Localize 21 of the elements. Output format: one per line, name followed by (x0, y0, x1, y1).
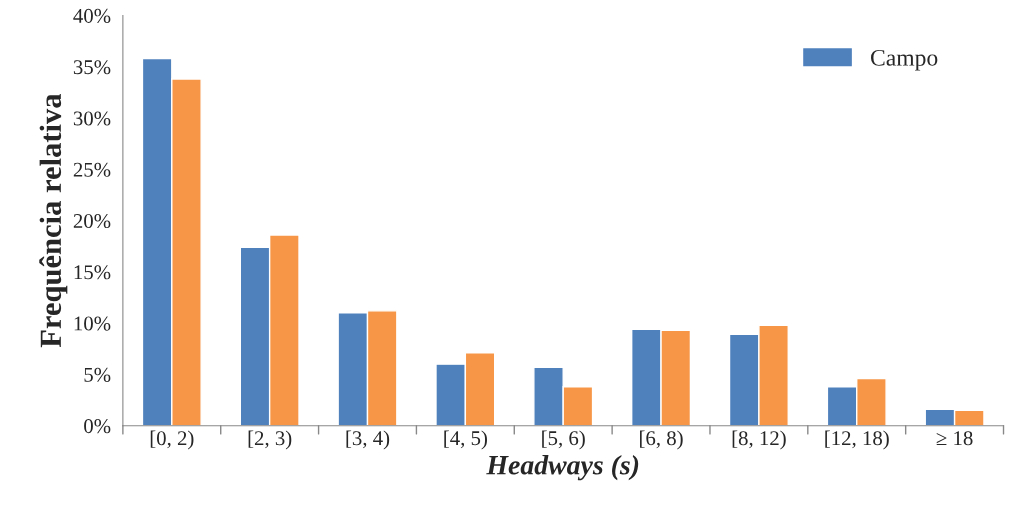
x-tick-label: [12, 18) (825, 430, 889, 450)
legend-label: Campo (871, 49, 938, 71)
y-tick-label: 40% (73, 8, 111, 23)
x-tick-label: ≥ 18 (936, 431, 973, 446)
y-tick-label: 20% (73, 213, 111, 229)
x-tick-label: [5, 6) (542, 430, 585, 450)
x-tick-label: [8, 12) (732, 430, 786, 450)
x-tick-label: [6, 8) (640, 430, 683, 450)
y-tick-label: 10% (74, 316, 111, 331)
y-axis-title: Frequência relativa (39, 93, 68, 348)
x-tick-label: [0, 2) (150, 430, 194, 450)
x-tick-label: [4, 5) (444, 430, 487, 450)
x-tick-label: [2, 3) (248, 430, 292, 450)
y-tick-label: 0% (84, 419, 111, 434)
y-tick-label: 25% (73, 162, 111, 177)
y-tick-label: 5% (84, 367, 111, 382)
x-tick-label: [3, 4) (346, 430, 390, 450)
y-tick-label: 15% (74, 265, 111, 280)
y-tick-label: 35% (73, 60, 111, 75)
y-tick-label: 30% (73, 111, 111, 126)
x-axis-title: Headways (s) (486, 455, 639, 481)
